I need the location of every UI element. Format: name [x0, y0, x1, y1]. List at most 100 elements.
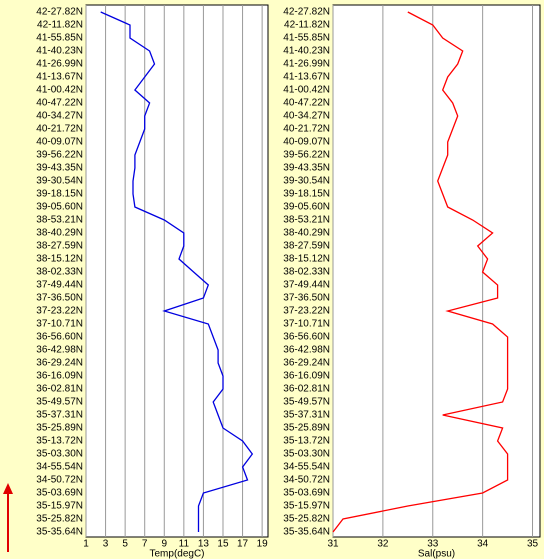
y-tick-label: 35-25.89N	[36, 423, 83, 434]
data-line	[332, 11, 509, 533]
y-tick-label: 38-02.33N	[283, 267, 330, 278]
x-tick-label: 15	[217, 539, 229, 550]
y-tick-label: 40-09.07N	[283, 137, 330, 148]
y-tick-label: 36-56.60N	[283, 332, 330, 343]
y-tick-label: 35-35.64N	[36, 527, 83, 538]
x-tick-label: 3	[103, 539, 109, 550]
y-tick-label: 40-34.27N	[36, 111, 83, 122]
y-tick-label: 35-37.31N	[36, 410, 83, 421]
x-tick-label: 7	[142, 539, 148, 550]
x-tick-label: 1	[83, 539, 89, 550]
y-tick-label: 39-18.15N	[36, 189, 83, 200]
x-tick-label: 5	[122, 539, 128, 550]
y-tick-label: 42-27.82N	[36, 7, 83, 18]
y-tick-label: 41-55.85N	[283, 33, 330, 44]
y-tick-label: 35-25.82N	[36, 514, 83, 525]
y-tick-label: 34-55.54N	[36, 462, 83, 473]
y-tick-label: 35-49.57N	[36, 397, 83, 408]
y-tick-label: 36-42.98N	[36, 345, 83, 356]
y-tick-label: 40-34.27N	[283, 111, 330, 122]
y-tick-label: 35-15.97N	[283, 501, 330, 512]
y-tick-label: 35-15.97N	[36, 501, 83, 512]
direction-arrow	[3, 483, 13, 552]
y-tick-label: 41-55.85N	[36, 33, 83, 44]
x-tick-label: 32	[377, 539, 389, 550]
y-tick-label: 42-27.82N	[283, 7, 330, 18]
x-tick-label: 31	[327, 539, 339, 550]
y-tick-label: 41-00.42N	[36, 85, 83, 96]
x-tick-label: 9	[161, 539, 167, 550]
y-tick-label: 37-10.71N	[283, 319, 330, 330]
x-axis-label: Temp(degC)	[149, 549, 204, 559]
x-tick-label: 17	[237, 539, 249, 550]
plot-area	[85, 4, 269, 538]
y-tick-label: 39-56.22N	[36, 150, 83, 161]
y-tick-label: 41-40.23N	[36, 46, 83, 57]
y-tick-label: 39-43.35N	[36, 163, 83, 174]
y-tick-label: 41-13.67N	[36, 72, 83, 83]
y-tick-label: 36-29.24N	[36, 358, 83, 369]
y-tick-label: 38-40.29N	[36, 228, 83, 239]
x-axis-label: Sal(psu)	[418, 549, 455, 559]
y-tick-label: 36-29.24N	[283, 358, 330, 369]
y-tick-label: 35-25.82N	[283, 514, 330, 525]
y-tick-label: 42-11.82N	[37, 20, 83, 31]
y-tick-label: 35-03.30N	[283, 449, 330, 460]
y-tick-label: 37-23.22N	[283, 306, 330, 317]
y-tick-label: 35-03.69N	[283, 488, 330, 499]
x-tick-label: 19	[257, 539, 269, 550]
y-tick-label: 38-15.12N	[283, 254, 330, 265]
y-tick-label: 36-16.09N	[36, 371, 83, 382]
y-tick-label: 39-30.54N	[283, 176, 330, 187]
y-tick-label: 35-03.69N	[36, 488, 83, 499]
y-tick-label: 39-30.54N	[36, 176, 83, 187]
x-tick-label: 11	[179, 539, 190, 550]
y-tick-label: 36-02.81N	[283, 384, 330, 395]
y-tick-label: 39-56.22N	[283, 150, 330, 161]
y-tick-label: 41-00.42N	[283, 85, 330, 96]
y-tick-label: 35-25.89N	[283, 423, 330, 434]
y-tick-label: 35-13.72N	[283, 436, 330, 447]
y-tick-label: 38-27.59N	[36, 241, 83, 252]
x-tick-label: 35	[527, 539, 539, 550]
y-tick-label: 41-40.23N	[283, 46, 330, 57]
y-tick-label: 37-10.71N	[36, 319, 83, 330]
plot-area	[332, 4, 541, 538]
y-tick-label: 35-13.72N	[36, 436, 83, 447]
y-tick-label: 38-15.12N	[36, 254, 83, 265]
y-tick-label: 36-56.60N	[36, 332, 83, 343]
y-tick-label: 39-18.15N	[283, 189, 330, 200]
y-tick-label: 40-21.72N	[283, 124, 330, 135]
y-tick-label: 41-26.99N	[283, 59, 330, 70]
y-tick-label: 38-40.29N	[283, 228, 330, 239]
y-tick-label: 37-49.44N	[283, 280, 330, 291]
y-tick-label: 38-53.21N	[36, 215, 83, 226]
y-tick-label: 40-09.07N	[36, 137, 83, 148]
y-tick-label: 38-02.33N	[36, 267, 83, 278]
y-tick-label: 40-47.22N	[283, 98, 330, 109]
x-tick-label: 13	[198, 539, 210, 550]
y-tick-label: 39-05.60N	[283, 202, 330, 213]
y-tick-label: 37-49.44N	[36, 280, 83, 291]
y-tick-label: 35-37.31N	[283, 410, 330, 421]
y-tick-label: 37-23.22N	[36, 306, 83, 317]
y-tick-label: 37-36.50N	[283, 293, 330, 304]
x-tick-label: 34	[477, 539, 489, 550]
y-tick-label: 34-50.72N	[36, 475, 83, 486]
y-tick-label: 41-26.99N	[36, 59, 83, 70]
y-tick-label: 40-21.72N	[36, 124, 83, 135]
y-tick-label: 40-47.22N	[36, 98, 83, 109]
x-tick-label: 33	[427, 539, 439, 550]
y-tick-label: 35-03.30N	[36, 449, 83, 460]
y-tick-label: 39-05.60N	[36, 202, 83, 213]
y-tick-label: 36-02.81N	[36, 384, 83, 395]
y-tick-label: 37-36.50N	[36, 293, 83, 304]
y-tick-label: 34-50.72N	[283, 475, 330, 486]
y-tick-label: 39-43.35N	[283, 163, 330, 174]
y-tick-label: 42-11.82N	[284, 20, 330, 31]
y-tick-label: 34-55.54N	[283, 462, 330, 473]
data-line	[100, 11, 254, 532]
y-tick-label: 36-16.09N	[283, 371, 330, 382]
y-tick-label: 38-53.21N	[283, 215, 330, 226]
y-tick-label: 38-27.59N	[283, 241, 330, 252]
